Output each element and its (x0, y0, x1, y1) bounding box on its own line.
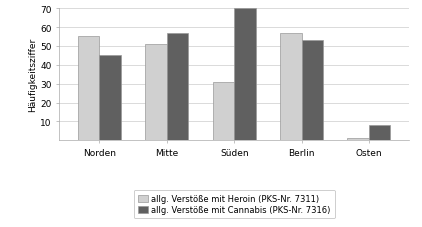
Y-axis label: Häufigkeitsziffer: Häufigkeitsziffer (28, 38, 37, 112)
Bar (100, 56, 121, 141)
Bar (78, 37, 100, 141)
Bar (280, 34, 302, 141)
Bar (167, 34, 188, 141)
Bar (302, 41, 323, 141)
Legend: allg. Verstöße mit Heroin (PKS-Nr. 7311), allg. Verstöße mit Cannabis (PKS-Nr. 7: allg. Verstöße mit Heroin (PKS-Nr. 7311)… (134, 190, 335, 218)
Bar (347, 139, 369, 141)
Bar (234, 9, 256, 141)
Bar (145, 45, 167, 141)
Bar (369, 126, 390, 141)
Bar (213, 82, 234, 141)
